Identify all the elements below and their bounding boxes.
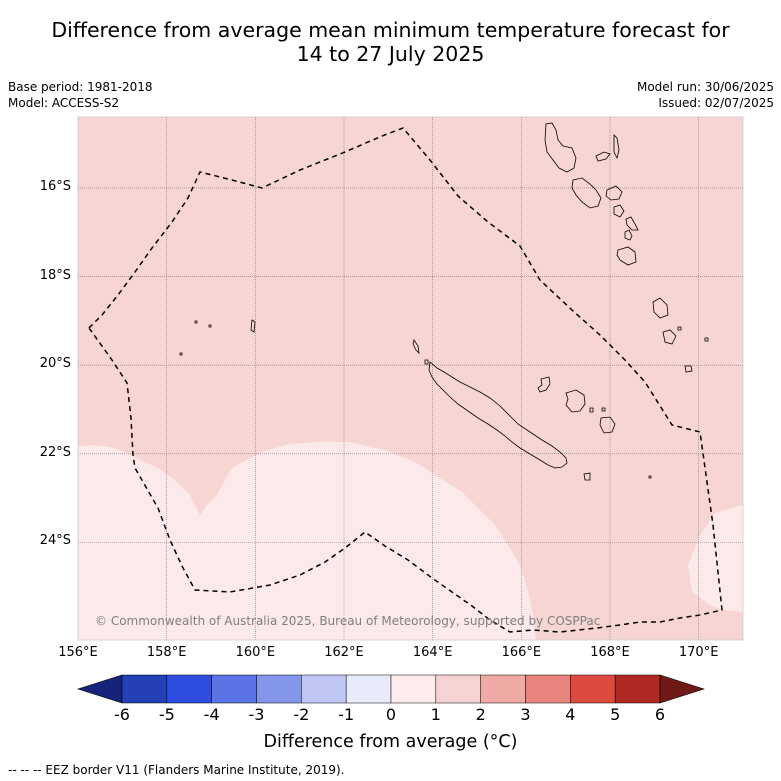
colorbar-segment — [166, 674, 212, 704]
belep-islands-coastline — [412, 339, 420, 355]
ambae-coastline — [595, 151, 611, 162]
colorbar-extend-high — [659, 674, 705, 704]
aneityum-coastline — [662, 329, 677, 345]
small-island-east-1 — [677, 326, 682, 331]
lat-tick-label: 24°S — [39, 533, 71, 549]
meta-right: Model run: 30/06/2025 Issued: 02/07/2025 — [637, 79, 774, 111]
lon-tick-label: 160°E — [235, 645, 276, 660]
model-run-text: Model run: 30/06/2025 — [636, 80, 774, 94]
lon-tick-label: 164°E — [412, 645, 453, 660]
islet-near-grande-terre-1 — [424, 359, 429, 365]
colorbar-tick: 1 — [430, 705, 441, 724]
bellona-reef-islet — [179, 352, 183, 356]
colorbar-segment — [525, 674, 571, 704]
colorbar-segment — [301, 674, 347, 704]
colorbar-segment — [614, 674, 661, 704]
lon-tick-label: 170°E — [678, 645, 719, 660]
colorbar-segment — [435, 674, 481, 704]
title-line-2: 14 to 27 July 2025 — [296, 42, 485, 66]
colorbar-segment — [480, 674, 526, 704]
map-title: Difference from average mean minimum tem… — [0, 18, 781, 66]
meta-left: Base period: 1981-2018 Model: ACCESS-S2 — [8, 79, 153, 111]
chesterfield-islet-1 — [194, 320, 198, 324]
anomaly-region-0-to-1-east — [688, 505, 743, 612]
efate-coastline — [624, 229, 633, 241]
espiritu-santo-coastline — [544, 122, 577, 173]
title-line-1: Difference from average mean minimum tem… — [51, 18, 730, 42]
lon-tick-label: 156°E — [58, 645, 98, 660]
loyalty-islands-mare-coastline — [599, 416, 616, 434]
colorbar-tick: 2 — [475, 705, 486, 724]
anomaly-region-0-to-1 — [78, 442, 536, 640]
isle-of-pines-coastline — [583, 472, 591, 481]
colorbar-title: Difference from average (°C) — [263, 732, 518, 752]
islet-near-loyalty-1 — [589, 407, 594, 413]
base-period-text: Base period: 1981-2018 — [8, 80, 153, 94]
ambrym-coastline — [613, 204, 625, 218]
model-text: Model: ACCESS-S2 — [8, 96, 120, 110]
colorbar-segment — [256, 674, 302, 704]
lat-tick-label: 16°S — [39, 178, 71, 194]
colorbar-segment — [390, 674, 437, 704]
maewo-coastline — [613, 134, 620, 160]
colorbar-tick: -3 — [248, 705, 265, 724]
colorbar-tick: -5 — [158, 705, 175, 724]
loyalty-islands-lifou-coastline — [565, 389, 586, 413]
lon-tick-label: 166°E — [501, 645, 542, 660]
epi-coastline — [625, 216, 639, 231]
colorbar-segment — [211, 674, 257, 704]
lat-tick-label: 20°S — [39, 356, 71, 372]
loyalty-islands-ouvea-coastline — [537, 376, 551, 393]
colorbar-tick: -1 — [338, 705, 355, 724]
issued-text: Issued: 02/07/2025 — [658, 96, 774, 110]
coastlines — [179, 122, 709, 481]
colorbar-tick: -4 — [203, 705, 220, 724]
colorbar-tick: -6 — [114, 705, 130, 724]
colorbar — [77, 674, 705, 704]
small-island-east-2 — [704, 337, 709, 342]
malekula-coastline — [571, 177, 602, 209]
lon-tick-label: 168°E — [590, 645, 630, 660]
colorbar-tick: 4 — [565, 705, 576, 724]
new-caledonia-coastline — [428, 361, 568, 469]
colorbar-segment — [345, 674, 392, 704]
islet-south-east — [648, 475, 652, 479]
walpole-island-coastline — [684, 365, 693, 373]
gridlines — [78, 117, 743, 640]
pentecost-coastline — [605, 185, 623, 201]
colorbar-segment — [570, 674, 616, 704]
lon-tick-label: 162°E — [324, 645, 364, 660]
eez-legend-footer: -- -- -- EEZ border V11 (Flanders Marine… — [8, 763, 345, 777]
colorbar-tick: 0 — [385, 705, 397, 724]
colorbar-segment — [121, 674, 168, 704]
colorbar-tick: 5 — [610, 705, 621, 724]
lon-tick-label: 158°E — [146, 645, 187, 660]
erromango-coastline — [616, 246, 637, 266]
chesterfield-islet-2 — [208, 324, 212, 328]
colorbar-tick: 6 — [654, 705, 666, 724]
copyright-text: © Commonwealth of Australia 2025, Bureau… — [95, 614, 601, 628]
eez-border — [88, 127, 723, 633]
lat-tick-label: 18°S — [39, 267, 71, 283]
tanna-coastline — [652, 297, 669, 319]
islet-near-loyalty-2 — [601, 407, 606, 412]
colorbar-tick: 3 — [520, 705, 531, 724]
chesterfield-islands-coastline — [250, 319, 256, 333]
colorbar-extend-low — [77, 674, 123, 704]
map-frame — [77, 116, 744, 641]
lat-tick-label: 22°S — [39, 444, 71, 460]
colorbar-tick: -2 — [293, 705, 310, 724]
